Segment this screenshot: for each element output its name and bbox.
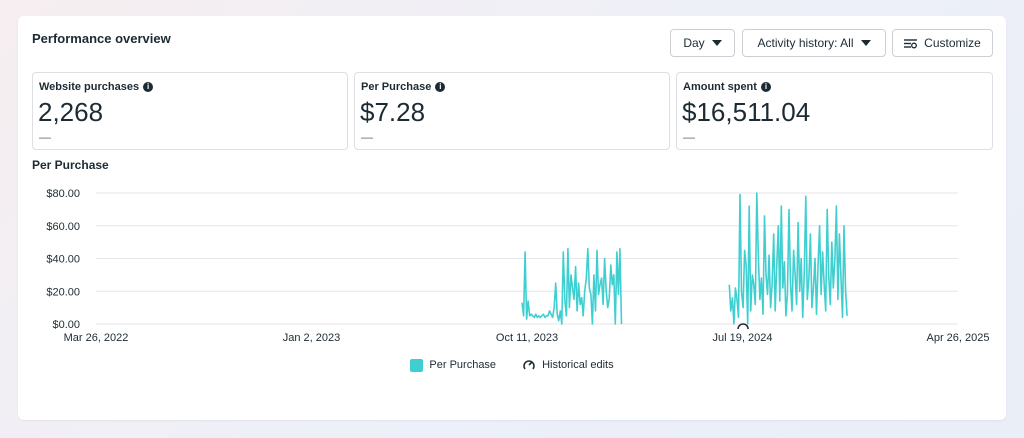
performance-overview-card: Performance overview Day Activity histor… — [18, 16, 1006, 420]
per-purchase-chart: $0.00 $20.00 $40.00 $60.00 $80.00 Mar 26, 202… — [46, 188, 990, 344]
metric-label-row: Per Purchase i — [361, 81, 446, 93]
series-line — [521, 247, 623, 325]
x-tick-label: Jan 2, 2023 — [283, 332, 341, 344]
metric-value: $7.28 — [360, 97, 426, 127]
metric-label: Website purchases — [39, 81, 140, 93]
chart-title: Per Purchase — [32, 158, 109, 172]
activity-history-label: Activity history: All — [757, 36, 854, 50]
metric-delta: — — [683, 130, 695, 144]
legend-label: Per Purchase — [429, 359, 497, 371]
day-dropdown[interactable]: Day — [670, 29, 735, 57]
metric-label: Per Purchase — [361, 81, 432, 93]
info-icon[interactable]: i — [143, 82, 154, 92]
metric-delta: — — [39, 130, 51, 144]
customize-label: Customize — [924, 36, 981, 50]
metric-card-website-purchases[interactable]: Website purchases i 2,268 — — [32, 72, 348, 150]
legend-label: Historical edits — [542, 359, 614, 371]
metric-card-amount-spent[interactable]: Amount spent i $16,511.04 — — [676, 72, 993, 150]
metric-value: 2,268 — [38, 97, 104, 127]
y-tick-label: $40.00 — [46, 254, 80, 266]
metric-label-row: Amount spent i — [683, 81, 771, 93]
y-tick-label: $0.00 — [52, 319, 80, 331]
sliders-icon — [904, 38, 918, 48]
historical-edits-icon — [523, 360, 535, 370]
metric-value: $16,511.04 — [682, 97, 811, 127]
historical-edit-arc — [737, 323, 749, 330]
metric-delta: — — [361, 130, 373, 144]
legend-item-historical-edits[interactable]: Historical edits — [522, 358, 614, 372]
info-icon[interactable]: i — [760, 82, 771, 92]
chevron-down-icon — [860, 40, 871, 46]
x-tick-label: Apr 26, 2025 — [927, 332, 990, 344]
customize-button[interactable]: Customize — [892, 29, 993, 57]
chevron-down-icon — [711, 40, 722, 46]
x-tick-label: Mar 26, 2022 — [64, 332, 129, 344]
metric-card-per-purchase[interactable]: Per Purchase i $7.28 — — [354, 72, 670, 150]
legend-item-per-purchase[interactable]: Per Purchase — [410, 358, 496, 372]
metric-label: Amount spent — [683, 81, 757, 93]
x-tick-label: Oct 11, 2023 — [496, 332, 558, 344]
y-tick-label: $80.00 — [46, 188, 80, 200]
metric-label-row: Website purchases i — [39, 81, 154, 93]
day-dropdown-label: Day — [683, 36, 705, 50]
legend-swatch — [410, 358, 424, 372]
y-tick-label: $20.00 — [46, 286, 80, 298]
x-tick-label: Jul 19, 2024 — [713, 332, 773, 344]
activity-history-dropdown[interactable]: Activity history: All — [742, 29, 886, 57]
historical-edit-marker — [737, 323, 749, 330]
chart-legend: Per Purchase Historical edits — [18, 358, 1006, 372]
y-tick-label: $60.00 — [46, 221, 80, 233]
page-title: Performance overview — [32, 31, 171, 46]
info-icon[interactable]: i — [435, 82, 446, 92]
series-line — [728, 192, 848, 325]
